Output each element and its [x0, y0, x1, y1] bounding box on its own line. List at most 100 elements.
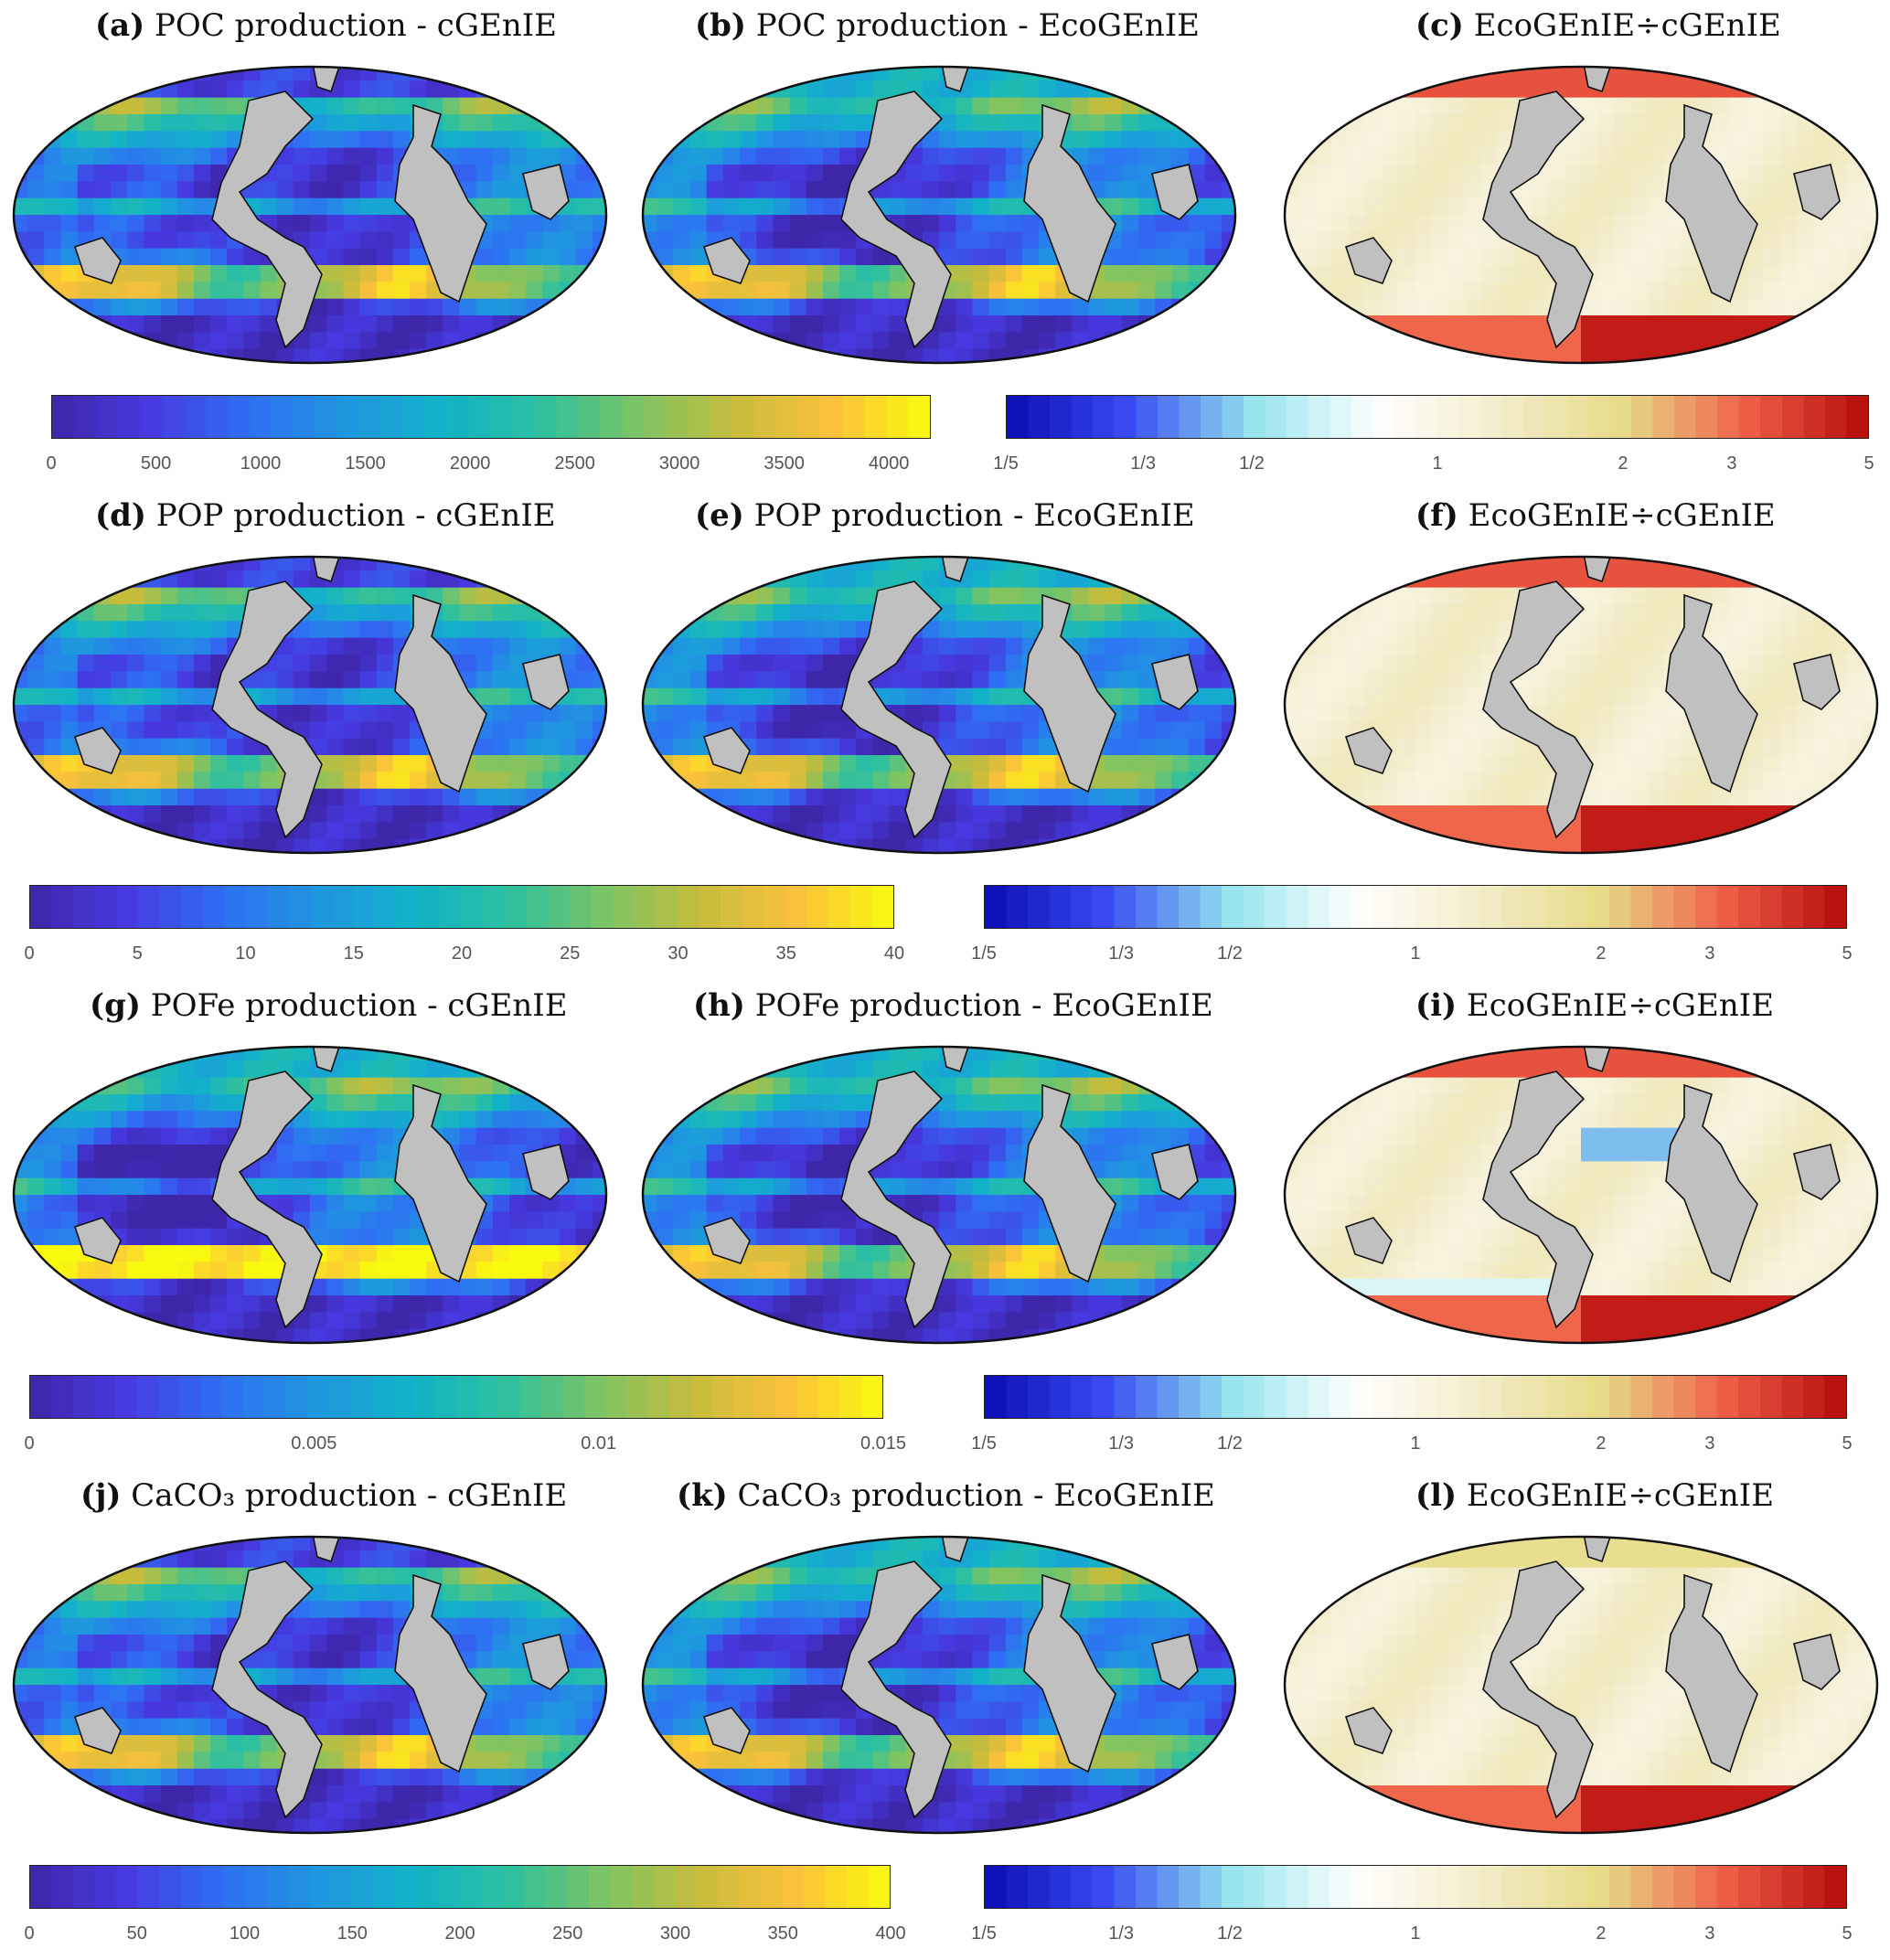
production-map-1-1	[640, 554, 1238, 856]
ratio-tick-label: 1/5	[971, 943, 997, 964]
colorbar-tick-label: 2500	[554, 453, 595, 474]
colorbar-tick-label: 20	[452, 943, 472, 964]
panel-title: (j) CaCO₃ production - cGEnIE	[80, 1477, 567, 1514]
colorbar-tick-label: 0.015	[860, 1433, 906, 1454]
colorbar-tick-label: 0	[46, 453, 56, 474]
panel-title: (a) POC production - cGEnIE	[95, 7, 557, 44]
production-map-0-1	[640, 64, 1238, 366]
panel-letter: (k)	[677, 1477, 728, 1514]
ratio-map-2-2	[1282, 1044, 1880, 1346]
production-map-2-0	[11, 1044, 609, 1346]
colorbar-tick-label: 4000	[869, 453, 910, 474]
ratio-tick-label: 1/2	[1217, 943, 1243, 964]
panel-title: (d) POP production - cGEnIE	[95, 497, 556, 534]
ratio-tick-label: 3	[1704, 1433, 1714, 1454]
panel-title: (c) EcoGEnIE÷cGEnIE	[1415, 7, 1781, 44]
colorbar-tick-label: 40	[884, 943, 904, 964]
panel-letter: (b)	[695, 7, 746, 44]
panel-title-text: EcoGEnIE÷cGEnIE	[1474, 7, 1781, 44]
panel-title: (i) EcoGEnIE÷cGEnIE	[1415, 987, 1774, 1024]
panel-title: (k) CaCO₃ production - EcoGEnIE	[677, 1477, 1215, 1514]
panel-title-text: EcoGEnIE÷cGEnIE	[1467, 1477, 1774, 1514]
panel-letter: (e)	[695, 497, 744, 534]
ratio-tick-label: 2	[1618, 453, 1628, 474]
absolute-colorbar	[29, 1375, 883, 1419]
ratio-tick-label: 1/5	[993, 453, 1019, 474]
panel-title-text: EcoGEnIE÷cGEnIE	[1467, 987, 1774, 1024]
production-map-1-0	[11, 554, 609, 856]
colorbar-tick-label: 100	[230, 1923, 260, 1944]
ratio-tick-label: 3	[1726, 453, 1736, 474]
panel-letter: (a)	[95, 7, 144, 44]
panel-title: (b) POC production - EcoGEnIE	[695, 7, 1200, 44]
production-map-3-0	[11, 1534, 609, 1836]
absolute-colorbar	[29, 885, 894, 929]
colorbar-tick-label: 0.01	[581, 1433, 616, 1454]
ratio-tick-label: 1/3	[1130, 453, 1156, 474]
figure-row-1: (d) POP production - cGEnIE (e) POP produ…	[0, 490, 1890, 980]
ratio-tick-label: 5	[1842, 943, 1852, 964]
colorbar-tick-label: 0	[24, 943, 34, 964]
ratio-colorbar	[984, 1375, 1847, 1419]
colorbar-tick-label: 0	[24, 1923, 34, 1944]
colorbar-tick-label: 3500	[763, 453, 805, 474]
ratio-tick-label: 1/5	[971, 1923, 997, 1944]
colorbar-tick-label: 10	[235, 943, 255, 964]
panel-letter: (l)	[1415, 1477, 1457, 1514]
figure-row-2: (g) POFe production - cGEnIE(h) POFe pro…	[0, 980, 1890, 1470]
panel-letter: (f)	[1415, 497, 1458, 534]
colorbar-tick-label: 0.005	[291, 1433, 336, 1454]
ratio-tick-label: 1	[1410, 1923, 1420, 1944]
colorbar-tick-label: 250	[552, 1923, 582, 1944]
absolute-colorbar	[51, 395, 931, 439]
ratio-tick-label: 1/2	[1217, 1923, 1243, 1944]
colorbar-tick-label: 30	[667, 943, 688, 964]
ratio-colorbar	[984, 1865, 1847, 1909]
ratio-tick-label: 1	[1432, 453, 1442, 474]
production-map-2-1	[640, 1044, 1238, 1346]
panel-title-text: EcoGEnIE÷cGEnIE	[1468, 497, 1776, 534]
ratio-colorbar	[1006, 395, 1869, 439]
ratio-tick-label: 1/3	[1108, 1923, 1134, 1944]
figure-row-3: (j) CaCO₃ production - cGEnIE (k) CaCO₃ p…	[0, 1470, 1890, 1960]
panel-title-text: CaCO₃ production - EcoGEnIE	[738, 1477, 1215, 1514]
ratio-colorbar	[984, 885, 1847, 929]
colorbar-tick-label: 15	[344, 943, 364, 964]
panel-title-text: POFe production - EcoGEnIE	[755, 987, 1213, 1024]
ratio-map-0-2	[1282, 64, 1880, 366]
colorbar-tick-label: 3000	[659, 453, 700, 474]
colorbar-tick-label: 150	[337, 1923, 368, 1944]
ratio-tick-label: 1/2	[1217, 1433, 1243, 1454]
ratio-tick-label: 2	[1596, 943, 1606, 964]
panel-letter: (j)	[80, 1477, 121, 1514]
colorbar-tick-label: 200	[444, 1923, 475, 1944]
colorbar-tick-label: 1500	[345, 453, 386, 474]
ratio-map-1-2	[1282, 554, 1880, 856]
ratio-tick-label: 1	[1410, 1433, 1420, 1454]
panel-title: (h) POFe production - EcoGEnIE	[693, 987, 1213, 1024]
ratio-tick-label: 3	[1704, 1923, 1714, 1944]
production-map-3-1	[640, 1534, 1238, 1836]
colorbar-tick-label: 500	[141, 453, 171, 474]
panel-title-text: POP production - EcoGEnIE	[754, 497, 1195, 534]
colorbar-tick-label: 25	[560, 943, 580, 964]
ratio-tick-label: 5	[1842, 1433, 1852, 1454]
ratio-tick-label: 1/3	[1108, 943, 1134, 964]
panel-title: (f) EcoGEnIE÷cGEnIE	[1415, 497, 1776, 534]
ratio-tick-label: 1/2	[1239, 453, 1265, 474]
ratio-tick-label: 3	[1704, 943, 1714, 964]
ratio-tick-label: 2	[1596, 1923, 1606, 1944]
ratio-map-3-2	[1282, 1534, 1880, 1836]
panel-letter: (c)	[1415, 7, 1464, 44]
production-map-0-0	[11, 64, 609, 366]
colorbar-tick-label: 1000	[240, 453, 282, 474]
panel-title: (l) EcoGEnIE÷cGEnIE	[1415, 1477, 1774, 1514]
panel-letter: (i)	[1415, 987, 1457, 1024]
panel-title-text: POC production - EcoGEnIE	[756, 7, 1200, 44]
colorbar-tick-label: 400	[875, 1923, 905, 1944]
ratio-tick-label: 1	[1410, 943, 1420, 964]
colorbar-tick-label: 35	[776, 943, 796, 964]
absolute-colorbar	[29, 1865, 891, 1909]
colorbar-tick-label: 0	[24, 1433, 34, 1454]
panel-title-text: POP production - cGEnIE	[156, 497, 556, 534]
